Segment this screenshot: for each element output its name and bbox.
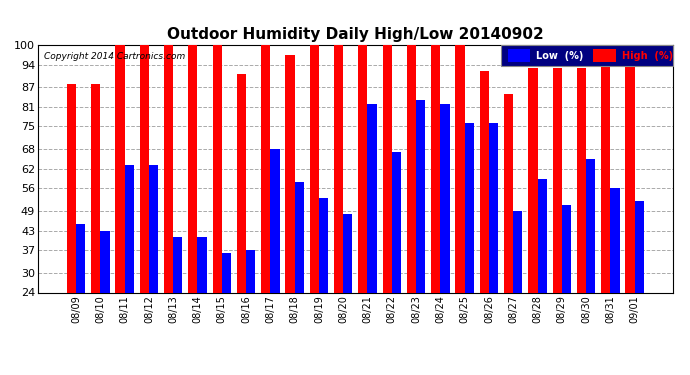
Bar — [431, 45, 440, 292]
Bar — [586, 159, 595, 292]
Bar — [625, 61, 635, 292]
Bar — [611, 188, 620, 292]
Bar — [392, 153, 401, 292]
Bar — [407, 45, 416, 292]
Bar — [358, 45, 368, 292]
Bar — [270, 149, 279, 292]
Bar — [125, 165, 134, 292]
Bar — [553, 68, 562, 292]
Bar — [139, 45, 149, 292]
Bar — [334, 45, 343, 292]
Bar — [529, 68, 538, 292]
Bar — [100, 231, 110, 292]
Bar — [173, 237, 182, 292]
Bar — [343, 214, 353, 292]
Bar — [188, 45, 197, 292]
Text: Low  (%): Low (%) — [536, 51, 584, 60]
Bar — [246, 250, 255, 292]
Bar — [562, 205, 571, 292]
Text: High  (%): High (%) — [622, 51, 673, 60]
Bar — [480, 71, 489, 292]
Bar — [221, 254, 231, 292]
Bar — [164, 45, 173, 292]
Bar — [237, 74, 246, 292]
Bar — [593, 49, 615, 62]
Bar — [91, 84, 100, 292]
Bar — [261, 45, 270, 292]
Bar — [67, 84, 76, 292]
Bar — [149, 165, 158, 292]
Bar — [286, 55, 295, 292]
Bar — [382, 45, 392, 292]
Bar — [601, 45, 611, 292]
Bar — [213, 45, 221, 292]
Bar — [577, 68, 586, 292]
Bar — [115, 45, 125, 292]
Bar — [295, 182, 304, 292]
Bar — [504, 94, 513, 292]
Bar — [197, 237, 207, 292]
Bar — [310, 45, 319, 292]
Bar — [455, 45, 464, 292]
Bar — [464, 123, 474, 292]
Bar — [538, 178, 546, 292]
Bar — [502, 45, 673, 66]
Bar — [508, 49, 530, 62]
Bar — [489, 123, 498, 292]
Bar — [76, 224, 86, 292]
Bar — [440, 104, 450, 292]
Title: Outdoor Humidity Daily High/Low 20140902: Outdoor Humidity Daily High/Low 20140902 — [167, 27, 544, 42]
Bar — [368, 104, 377, 292]
Bar — [513, 211, 522, 292]
Bar — [319, 198, 328, 292]
Bar — [416, 100, 425, 292]
Text: Copyright 2014 Cartronics.com: Copyright 2014 Cartronics.com — [44, 53, 186, 62]
Bar — [635, 201, 644, 292]
